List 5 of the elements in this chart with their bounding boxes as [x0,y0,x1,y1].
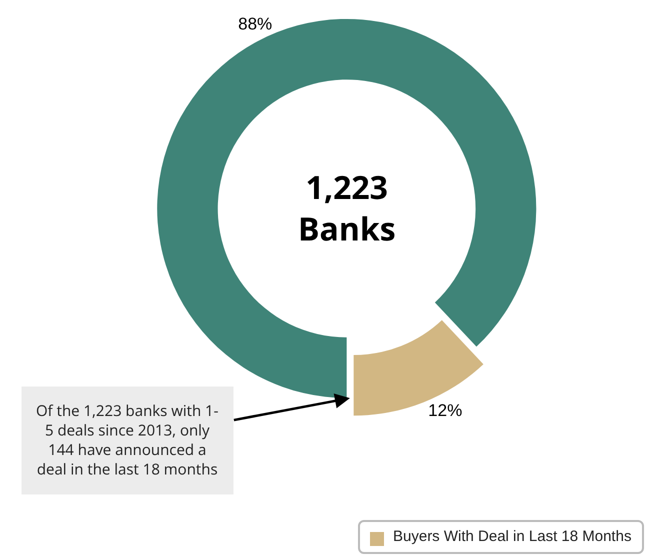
legend-label: Buyers With Deal in Last 18 Months [393,528,632,545]
text: 1,223 Banks [298,166,396,251]
data-label: 12% [428,401,462,420]
text: Of the 1,223 banks with 1- 5 deals since 2013, only 144 have announced a deal in the last 18 months [36,401,219,480]
data-label: 88% [238,14,272,34]
